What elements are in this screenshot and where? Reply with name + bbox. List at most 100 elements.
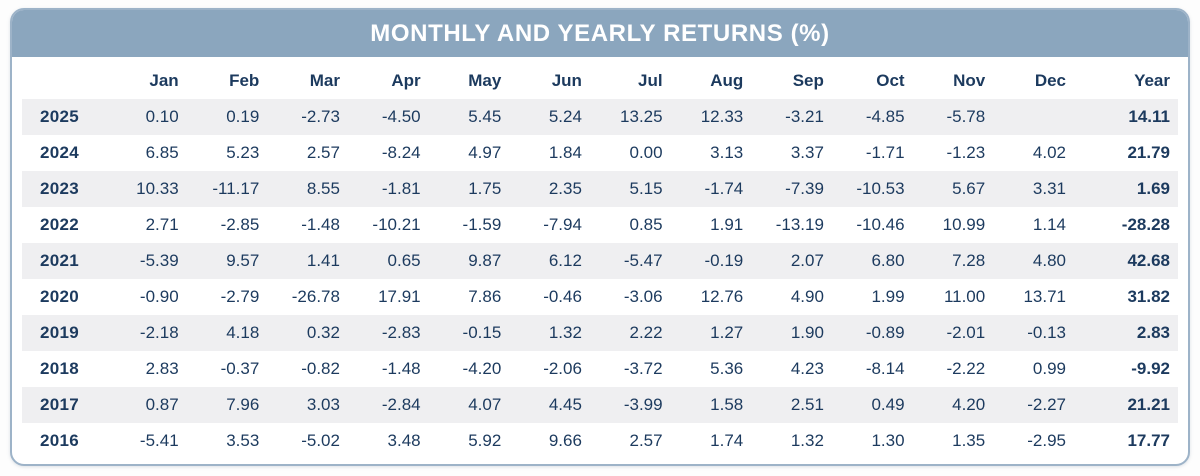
- table-row: 2022 2.71 -2.85 -1.48 -10.21 -1.59 -7.94 0.85 1.…: [22, 207, 1178, 243]
- month-value-cell: 0.00: [629, 143, 663, 162]
- month-value-cell: 6.12: [548, 251, 582, 270]
- month-value-cell: 3.48: [387, 431, 421, 450]
- year-total-cell: 2.83: [1136, 323, 1170, 342]
- month-value-cell: 2.71: [145, 215, 179, 234]
- month-value-cell: 2.57: [629, 431, 663, 450]
- month-value-cell: -7.94: [543, 215, 582, 234]
- year-total-cell: 17.77: [1127, 431, 1170, 450]
- month-value-cell: 2.22: [629, 323, 663, 342]
- month-value-cell: -0.89: [865, 323, 905, 342]
- column-header-month: Dec: [1034, 71, 1066, 90]
- column-header-month: Jul: [638, 71, 663, 90]
- month-value-cell: -2.18: [139, 323, 179, 342]
- month-value-cell: 1.90: [790, 323, 824, 342]
- month-value-cell: -0.82: [301, 359, 340, 378]
- month-value-cell: 6.80: [871, 251, 905, 270]
- month-value-cell: -10.21: [372, 215, 421, 234]
- month-value-cell: 1.91: [710, 215, 744, 234]
- month-value-cell: -1.59: [462, 215, 502, 234]
- month-value-cell: -0.19: [704, 251, 744, 270]
- month-value-cell: 1.41: [306, 251, 340, 270]
- row-year-label: 2021: [40, 251, 80, 270]
- month-value-cell: 5.24: [548, 107, 582, 126]
- month-value-cell: 4.80: [1032, 251, 1066, 270]
- year-total-cell: 21.79: [1127, 143, 1170, 162]
- month-value-cell: -2.84: [381, 395, 421, 414]
- month-value-cell: 2.57: [306, 143, 340, 162]
- year-total-cell: -28.28: [1121, 215, 1170, 234]
- month-value-cell: -26.78: [291, 287, 340, 306]
- month-value-cell: -5.02: [301, 431, 340, 450]
- month-value-cell: 8.55: [306, 179, 340, 198]
- month-value-cell: -8.24: [381, 143, 421, 162]
- table-row: 2017 0.87 7.96 3.03 -2.84 4.07 4.45 -3.99 1.58 2.…: [22, 387, 1178, 423]
- year-total-cell: 21.21: [1127, 395, 1170, 414]
- month-value-cell: 3.03: [306, 395, 340, 414]
- month-value-cell: 1.27: [710, 323, 744, 342]
- month-value-cell: 4.90: [790, 287, 824, 306]
- month-value-cell: 9.66: [548, 431, 582, 450]
- month-value-cell: 3.31: [1032, 179, 1066, 198]
- month-value-cell: 0.49: [871, 395, 905, 414]
- month-value-cell: 9.57: [226, 251, 260, 270]
- month-value-cell: -2.01: [946, 323, 986, 342]
- month-value-cell: -8.14: [865, 359, 905, 378]
- month-value-cell: -0.13: [1027, 323, 1066, 342]
- month-value-cell: 4.02: [1032, 143, 1066, 162]
- month-value-cell: 1.14: [1032, 215, 1066, 234]
- month-value-cell: 2.83: [145, 359, 179, 378]
- row-year-label: 2025: [40, 107, 80, 126]
- table-container: Jan Feb Mar Apr May Jun Jul Aug Sep Oct Nov Dec Year…: [12, 57, 1188, 459]
- month-value-cell: -3.99: [623, 395, 663, 414]
- header-corner-cell: [22, 59, 104, 99]
- column-header-month: Oct: [876, 71, 905, 90]
- month-value-cell: 0.65: [387, 251, 421, 270]
- month-value-cell: 3.53: [226, 431, 260, 450]
- year-total-cell: 31.82: [1127, 287, 1170, 306]
- month-value-cell: -10.53: [856, 179, 905, 198]
- month-value-cell: 11.00: [943, 287, 986, 306]
- month-value-cell: 12.76: [700, 287, 744, 306]
- column-header-month: Nov: [953, 71, 986, 90]
- month-value-cell: -0.90: [139, 287, 179, 306]
- column-header-month: Sep: [792, 71, 824, 90]
- month-value-cell: -2.79: [220, 287, 260, 306]
- year-total-cell: 14.11: [1128, 107, 1170, 126]
- month-value-cell: -0.37: [220, 359, 260, 378]
- month-value-cell: 0.19: [226, 107, 260, 126]
- year-total-cell: -9.92: [1131, 359, 1170, 378]
- month-value-cell: 4.18: [226, 323, 260, 342]
- month-value-cell: -3.72: [623, 359, 663, 378]
- row-year-label: 2022: [40, 215, 80, 234]
- table-body: 2025 0.10 0.19 -2.73 -4.50 5.45 5.24 13.25 12.33…: [22, 99, 1178, 459]
- month-value-cell: -7.39: [785, 179, 824, 198]
- month-value-cell: 6.85: [145, 143, 179, 162]
- month-value-cell: -0.15: [462, 323, 502, 342]
- month-value-cell: 10.33: [136, 179, 179, 198]
- month-value-cell: 13.71: [1023, 287, 1066, 306]
- month-value-cell: -3.21: [785, 107, 824, 126]
- month-value-cell: -2.83: [381, 323, 421, 342]
- month-value-cell: 5.67: [952, 179, 986, 198]
- month-value-cell: 1.32: [790, 431, 824, 450]
- column-header-month: Jun: [551, 71, 582, 90]
- table-row: 2024 6.85 5.23 2.57 -8.24 4.97 1.84 0.00 3.13 3.3…: [22, 135, 1178, 171]
- row-year-label: 2016: [40, 431, 80, 450]
- month-value-cell: -2.73: [301, 107, 340, 126]
- month-value-cell: 1.32: [548, 323, 582, 342]
- month-value-cell: 9.87: [468, 251, 502, 270]
- month-value-cell: 5.92: [468, 431, 502, 450]
- month-value-cell: 4.20: [952, 395, 986, 414]
- month-value-cell: -11.17: [212, 179, 260, 198]
- month-value-cell: -2.85: [220, 215, 260, 234]
- month-value-cell: 12.33: [700, 107, 744, 126]
- month-value-cell: 1.30: [871, 431, 905, 450]
- month-value-cell: 10.99: [942, 215, 986, 234]
- month-value-cell: 0.87: [145, 395, 179, 414]
- table-row: 2023 10.33 -11.17 8.55 -1.81 1.75 2.35 5.15 -1.7…: [22, 171, 1178, 207]
- table-row: 2019 -2.18 4.18 0.32 -2.83 -0.15 1.32 2.22 1.27 1…: [22, 315, 1178, 351]
- month-value-cell: 5.36: [710, 359, 744, 378]
- month-value-cell: -5.39: [139, 251, 179, 270]
- month-value-cell: 2.07: [790, 251, 824, 270]
- row-year-label: 2020: [40, 287, 80, 306]
